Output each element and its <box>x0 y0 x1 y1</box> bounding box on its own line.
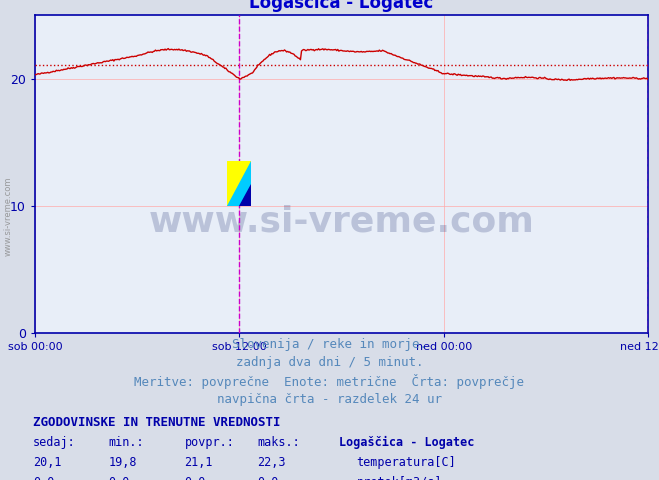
Polygon shape <box>227 161 251 206</box>
Text: Logaščica - Logatec: Logaščica - Logatec <box>339 436 474 449</box>
Polygon shape <box>227 161 251 206</box>
Text: min.:: min.: <box>109 436 144 449</box>
Text: 0,0: 0,0 <box>257 476 278 480</box>
Title: Logaščica - Logatec: Logaščica - Logatec <box>249 0 434 12</box>
Text: navpična črta - razdelek 24 ur: navpična črta - razdelek 24 ur <box>217 393 442 406</box>
Text: www.si-vreme.com: www.si-vreme.com <box>3 176 13 256</box>
Text: povpr.:: povpr.: <box>185 436 235 449</box>
Text: Meritve: povprečne  Enote: metrične  Črta: povprečje: Meritve: povprečne Enote: metrične Črta:… <box>134 374 525 389</box>
Text: Slovenija / reke in morje.: Slovenija / reke in morje. <box>232 338 427 351</box>
Text: pretok[m3/s]: pretok[m3/s] <box>357 476 442 480</box>
Polygon shape <box>239 183 251 206</box>
Text: 19,8: 19,8 <box>109 456 137 469</box>
Text: 21,1: 21,1 <box>185 456 213 469</box>
Text: 22,3: 22,3 <box>257 456 285 469</box>
Text: 0,0: 0,0 <box>33 476 54 480</box>
Text: temperatura[C]: temperatura[C] <box>357 456 456 469</box>
Text: zadnja dva dni / 5 minut.: zadnja dva dni / 5 minut. <box>236 356 423 369</box>
Text: ZGODOVINSKE IN TRENUTNE VREDNOSTI: ZGODOVINSKE IN TRENUTNE VREDNOSTI <box>33 416 281 429</box>
Text: sedaj:: sedaj: <box>33 436 76 449</box>
Text: 0,0: 0,0 <box>109 476 130 480</box>
Text: 20,1: 20,1 <box>33 456 61 469</box>
Text: www.si-vreme.com: www.si-vreme.com <box>148 204 534 239</box>
Text: 0,0: 0,0 <box>185 476 206 480</box>
Text: maks.:: maks.: <box>257 436 300 449</box>
